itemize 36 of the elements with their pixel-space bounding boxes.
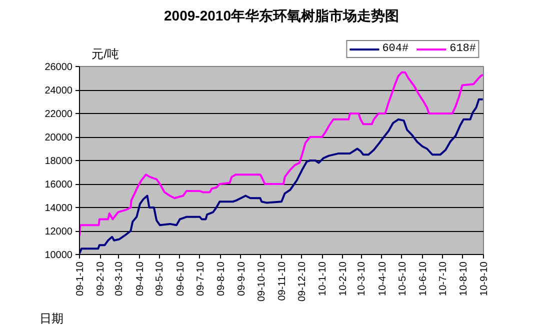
x-tick-label: 09-5-10 bbox=[154, 261, 166, 296]
x-tick-label: 09-12-10 bbox=[296, 261, 308, 302]
x-tick-label: 10-1-10 bbox=[318, 261, 329, 296]
y-axis-title: 元/吨 bbox=[92, 46, 119, 61]
x-axis-title: 日期 bbox=[40, 312, 64, 326]
y-tick-label: 12000 bbox=[44, 226, 73, 238]
y-tick-label: 24000 bbox=[44, 86, 73, 96]
legend-label: 604# bbox=[382, 43, 409, 55]
y-tick-label: 10000 bbox=[44, 250, 73, 261]
x-tick-label: 09-3-10 bbox=[114, 261, 126, 296]
y-tick-label: 18000 bbox=[44, 156, 73, 167]
x-tick-label: 10-8-10 bbox=[458, 261, 470, 296]
x-tick-label: 10-6-10 bbox=[418, 261, 429, 296]
x-tick-label: 09-8-10 bbox=[216, 261, 227, 296]
x-tick-label: 10-4-10 bbox=[377, 261, 388, 296]
y-tick-label: 26000 bbox=[44, 62, 73, 73]
x-tick-label: 09-7-10 bbox=[195, 261, 206, 296]
x-tick-label: 09-1-10 bbox=[75, 261, 86, 296]
y-tick-label: 22000 bbox=[44, 109, 73, 120]
x-tick-label: 09-2-10 bbox=[96, 261, 107, 296]
x-tick-label: 09-4-10 bbox=[134, 261, 146, 296]
x-tick-label: 10-3-10 bbox=[356, 261, 368, 296]
legend-label: 618# bbox=[450, 43, 476, 55]
x-tick-label: 10-7-10 bbox=[438, 261, 449, 296]
x-tick-label: 10-9-10 bbox=[479, 261, 490, 296]
line-series bbox=[80, 71, 484, 237]
y-tick-label: 14000 bbox=[44, 203, 73, 214]
x-tick-label: 09-9-10 bbox=[236, 261, 248, 296]
x-tick-label: 10-5-10 bbox=[397, 261, 408, 296]
y-tick-label: 16000 bbox=[44, 180, 73, 190]
x-tick-label: 09-10-10 bbox=[256, 261, 268, 302]
x-tick-label: 09-6-10 bbox=[175, 261, 186, 296]
x-tick-label: 10-2-10 bbox=[338, 261, 350, 296]
x-tick-label: 09-11-10 bbox=[277, 261, 288, 301]
chart-title: 2009-2010年华东环氧树脂市场走势图 bbox=[164, 8, 399, 24]
y-tick-label: 20000 bbox=[44, 132, 73, 144]
